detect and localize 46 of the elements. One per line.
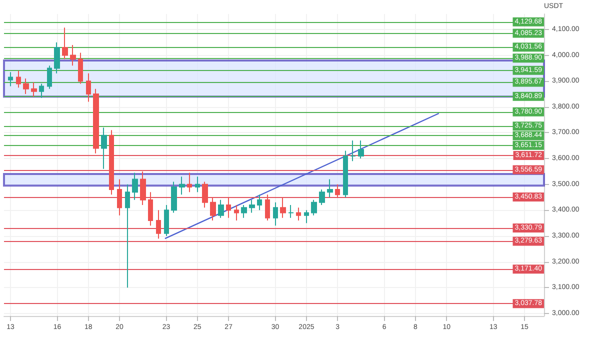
candlestick [265, 194, 270, 221]
candlestick [179, 176, 185, 196]
candlestick [78, 52, 83, 84]
candlestick [148, 192, 153, 226]
candlestick [226, 196, 231, 218]
candlestick [171, 181, 177, 214]
candlestick [210, 196, 216, 221]
candlestick [132, 172, 138, 200]
candlestick [241, 204, 247, 218]
candlestick [304, 210, 309, 224]
candlestick [16, 70, 21, 88]
candlestick [187, 172, 192, 193]
candlestick [8, 72, 13, 87]
candlestick [156, 210, 161, 240]
candlestick [288, 204, 294, 218]
candlestick [86, 72, 91, 102]
candlestick [117, 178, 122, 216]
candlestick [319, 189, 325, 206]
candlestick [350, 140, 356, 162]
candlestick [23, 78, 29, 95]
candlestick [343, 150, 348, 198]
candlestick [101, 127, 107, 170]
candlestick [202, 181, 208, 208]
candlestick [140, 170, 146, 206]
candlestick [234, 204, 239, 221]
candlestick [358, 140, 364, 160]
candlestick [70, 44, 76, 66]
candlestick [218, 199, 224, 218]
candlestick [54, 42, 60, 74]
candlestick [62, 27, 68, 60]
candlestick [335, 184, 340, 198]
candlestick [327, 178, 333, 198]
candlestick [280, 196, 286, 218]
candlestick [109, 130, 114, 196]
candlestick [311, 199, 317, 216]
candlestick [39, 83, 44, 98]
candlestick [195, 176, 200, 193]
candlestick [273, 202, 278, 226]
candlestick [31, 82, 37, 98]
candlestick [93, 88, 99, 154]
candlestick [125, 184, 130, 288]
candlestick [249, 199, 255, 214]
candlestick [296, 207, 301, 221]
candlestick [47, 65, 52, 90]
candlestick [164, 204, 169, 236]
candlestick [257, 194, 262, 211]
